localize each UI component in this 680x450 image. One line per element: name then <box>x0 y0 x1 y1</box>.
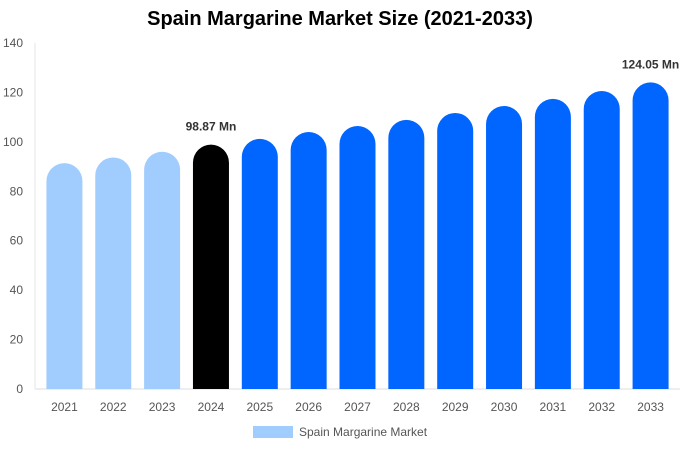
x-tick-label: 2021 <box>51 400 78 414</box>
x-tick-label: 2031 <box>540 400 567 414</box>
y-tick-label: 140 <box>3 36 23 50</box>
x-tick-label: 2030 <box>491 400 518 414</box>
y-tick-label: 0 <box>16 382 23 396</box>
legend-swatch <box>253 426 293 438</box>
data-label: 124.05 Mn <box>622 57 679 71</box>
x-tick-label: 2029 <box>442 400 469 414</box>
x-tick-label: 2022 <box>100 400 127 414</box>
x-tick-label: 2027 <box>344 400 371 414</box>
bar-2025 <box>241 138 278 389</box>
bar-2031 <box>534 98 571 390</box>
bar-2024 <box>192 144 229 389</box>
x-tick-label: 2032 <box>588 400 615 414</box>
x-tick-label: 2028 <box>393 400 420 414</box>
x-tick-label: 2026 <box>295 400 322 414</box>
bar-2026 <box>290 131 327 389</box>
legend-label: Spain Margarine Market <box>299 425 428 439</box>
bar-2021 <box>46 163 83 389</box>
y-tick-label: 80 <box>10 184 24 198</box>
chart-title: Spain Margarine Market Size (2021-2033) <box>147 8 533 30</box>
bar-2028 <box>388 119 425 389</box>
x-tick-label: 2033 <box>637 400 664 414</box>
y-tick-label: 60 <box>10 234 24 248</box>
legend[interactable]: Spain Margarine Market <box>253 425 427 439</box>
bar-2029 <box>437 112 474 390</box>
x-tick-label: 2025 <box>246 400 273 414</box>
y-tick-label: 100 <box>3 135 23 149</box>
x-tick-label: 2024 <box>198 400 225 414</box>
y-tick-label: 20 <box>10 333 24 347</box>
bar-2032 <box>583 90 620 390</box>
bar-2023 <box>144 151 181 389</box>
y-tick-label: 120 <box>3 85 23 99</box>
bar-2033 <box>632 82 669 390</box>
bar-2030 <box>486 106 523 390</box>
bar-2027 <box>339 126 376 390</box>
bar-2022 <box>95 157 132 389</box>
y-tick-label: 40 <box>10 283 24 297</box>
x-tick-label: 2023 <box>149 400 176 414</box>
data-label: 98.87 Mn <box>186 120 237 134</box>
